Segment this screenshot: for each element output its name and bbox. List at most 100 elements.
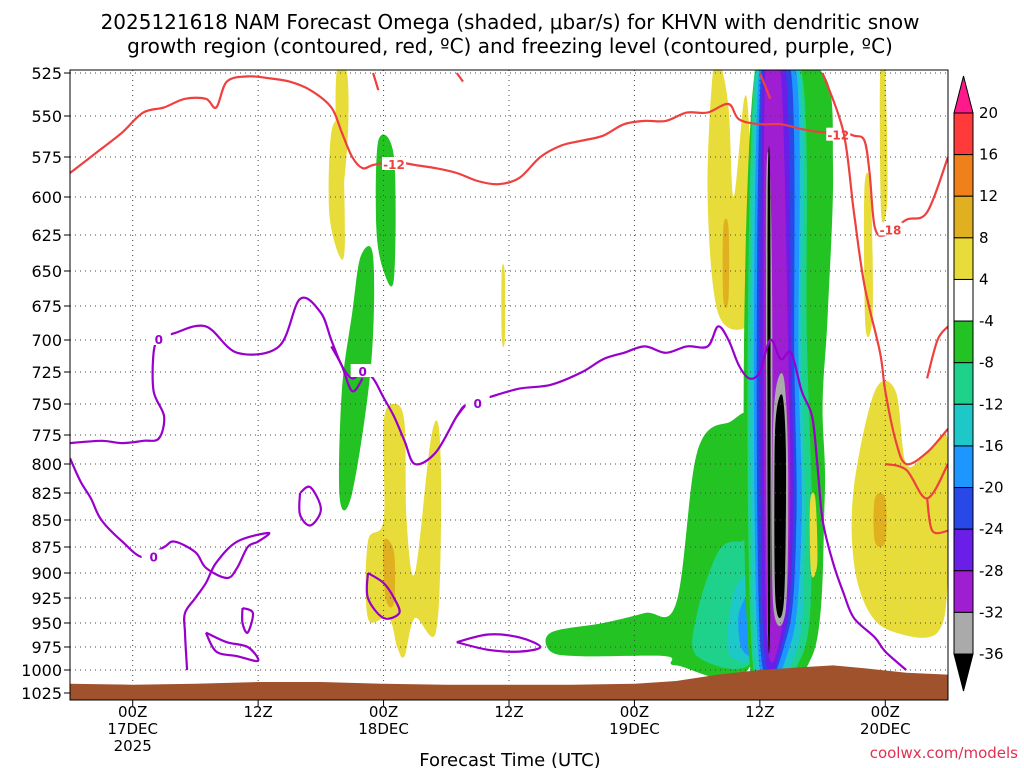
ytick-label-825: 825 bbox=[31, 484, 62, 503]
dgz-contour-label-0: -12 bbox=[383, 158, 405, 172]
terrain-fill bbox=[70, 665, 948, 700]
colorbar-bin--8 bbox=[953, 320, 974, 364]
xtick-label-54-1: 19DEC bbox=[609, 720, 660, 738]
omega-shading-layer bbox=[328, 70, 948, 700]
dgz-contour-line-6 bbox=[372, 72, 380, 91]
colorbar-label-8: -16 bbox=[979, 437, 1004, 455]
ytick-label-775: 775 bbox=[31, 426, 62, 445]
freezing-contour-label-bg-1 bbox=[141, 549, 166, 563]
freezing-level-contours: 0 0 0 0 bbox=[70, 296, 907, 671]
ytick-label-900: 900 bbox=[31, 564, 62, 583]
omega-region-yellow-6 bbox=[809, 492, 818, 578]
omega-region-black-1 bbox=[767, 146, 771, 654]
colorbar-bin--12 bbox=[953, 362, 974, 405]
ytick-label-525: 525 bbox=[31, 64, 62, 83]
ytick-label-700: 700 bbox=[31, 331, 62, 350]
colorbar-label-1: 16 bbox=[979, 146, 998, 164]
freezing-contour-label-bg-2 bbox=[350, 364, 375, 377]
colorbar-label-3: 8 bbox=[979, 229, 989, 247]
freezing-contour-line-6 bbox=[456, 633, 542, 653]
xtick-label-42-0: 12Z bbox=[494, 703, 523, 721]
freezing-contour-label-0: 0 bbox=[155, 333, 163, 347]
omega-region-green-1 bbox=[375, 134, 396, 287]
colorbar-bin--32 bbox=[953, 570, 974, 613]
xtick-label-30-0: 00Z bbox=[369, 703, 398, 721]
freezing-contour-label-8: 0 bbox=[473, 397, 481, 411]
colorbar-top-arrow bbox=[953, 75, 974, 114]
colorbar-bin-12 bbox=[953, 154, 974, 197]
chart-title-line-1: 2025121618 NAM Forecast Omega (shaded, μ… bbox=[101, 10, 920, 34]
xtick-label-6-1: 17DEC bbox=[107, 720, 158, 738]
colorbar-label-9: -20 bbox=[979, 479, 1004, 497]
omega-region-yellow-3 bbox=[501, 264, 506, 348]
colorbar-bin--24 bbox=[953, 487, 974, 530]
ytick-label-725: 725 bbox=[31, 363, 62, 382]
freezing-contour-line-7 bbox=[241, 606, 255, 634]
omega-region-black-2 bbox=[774, 394, 787, 619]
omega-region-orange-2 bbox=[722, 218, 730, 308]
dgz-contour-line-4 bbox=[884, 462, 948, 500]
ytick-label-800: 800 bbox=[31, 455, 62, 474]
freezing-contour-line-3 bbox=[365, 572, 401, 620]
ytick-label-1000: 1000 bbox=[21, 661, 62, 680]
colorbar-bin--4 bbox=[953, 278, 974, 322]
colorbar-bin-8 bbox=[953, 195, 974, 239]
dgz-contour-line-3 bbox=[926, 498, 948, 535]
omega-region-yellow-7 bbox=[879, 70, 888, 223]
colorbar: 20 16 12 8 4 -4 -8 -12 -16 -20 -24 -28 -32 -36 bbox=[953, 75, 1004, 692]
dgz-contour-label-2: -18 bbox=[880, 223, 902, 237]
xtick-label-18-0: 12Z bbox=[243, 703, 272, 721]
xtick-label-6-2: 2025 bbox=[114, 737, 152, 755]
dgz-contour-line-5 bbox=[926, 325, 948, 379]
colorbar-bin--16 bbox=[953, 403, 974, 447]
ytick-label-550: 550 bbox=[31, 107, 62, 126]
colorbar-bin--28 bbox=[953, 528, 974, 572]
ytick-label-875: 875 bbox=[31, 538, 62, 557]
colorbar-label-4: 4 bbox=[979, 270, 989, 288]
omega-region-orange-1 bbox=[383, 538, 396, 608]
xtick-label-66-0: 12Z bbox=[745, 703, 774, 721]
dendritic-growth-contours: -12-12-18 bbox=[70, 72, 948, 535]
ytick-label-575: 575 bbox=[31, 148, 62, 167]
ytick-label-950: 950 bbox=[31, 614, 62, 633]
colorbar-bin--36 bbox=[953, 611, 974, 655]
x-axis-label: Forecast Time (UTC) bbox=[419, 750, 600, 768]
xtick-label-78-1: 20DEC bbox=[860, 720, 911, 738]
xtick-label-6-0: 00Z bbox=[118, 703, 147, 721]
xtick-label-30-1: 18DEC bbox=[358, 720, 409, 738]
colorbar-label-6: -8 bbox=[979, 354, 994, 372]
freezing-contour-label-bg-0 bbox=[146, 332, 171, 345]
colorbar-bin-4 bbox=[953, 237, 974, 280]
omega-region-yellow-2 bbox=[328, 120, 345, 260]
ytick-label-1025: 1025 bbox=[21, 684, 62, 703]
ytick-label-675: 675 bbox=[31, 297, 62, 316]
dgz-contour-line-0 bbox=[70, 75, 844, 186]
ytick-label-975: 975 bbox=[31, 638, 62, 657]
xtick-label-54-0: 00Z bbox=[620, 703, 649, 721]
freezing-contour-label-2: 0 bbox=[358, 365, 366, 379]
ytick-label-600: 600 bbox=[31, 188, 62, 207]
ytick-label-650: 650 bbox=[31, 262, 62, 281]
ytick-label-850: 850 bbox=[31, 511, 62, 530]
colorbar-label-0: 20 bbox=[979, 104, 998, 122]
credit-text: coolwx.com/models bbox=[870, 744, 1018, 762]
colorbar-bin--20 bbox=[953, 445, 974, 489]
dgz-contour-label-bg-2 bbox=[878, 222, 903, 236]
colorbar-label-11: -28 bbox=[979, 562, 1004, 580]
colorbar-bin-16 bbox=[953, 112, 974, 156]
ytick-label-750: 750 bbox=[31, 395, 62, 414]
omega-region-yellow-5 bbox=[707, 70, 755, 330]
chart-title-line-2: growth region (contoured, red, ºC) and f… bbox=[127, 34, 893, 58]
dgz-contour-line-8 bbox=[758, 72, 772, 100]
dgz-contour-line-7 bbox=[455, 72, 464, 83]
freezing-contour-label-1: 0 bbox=[149, 550, 157, 564]
omega-region-yellow-4 bbox=[365, 403, 442, 658]
colorbar-label-7: -12 bbox=[979, 395, 1004, 413]
ytick-label-625: 625 bbox=[31, 226, 62, 245]
colorbar-bottom-arrow bbox=[953, 653, 974, 692]
freezing-contour-line-4 bbox=[298, 485, 322, 527]
colorbar-label-12: -32 bbox=[979, 603, 1004, 621]
omega-region-green-2 bbox=[338, 245, 375, 511]
